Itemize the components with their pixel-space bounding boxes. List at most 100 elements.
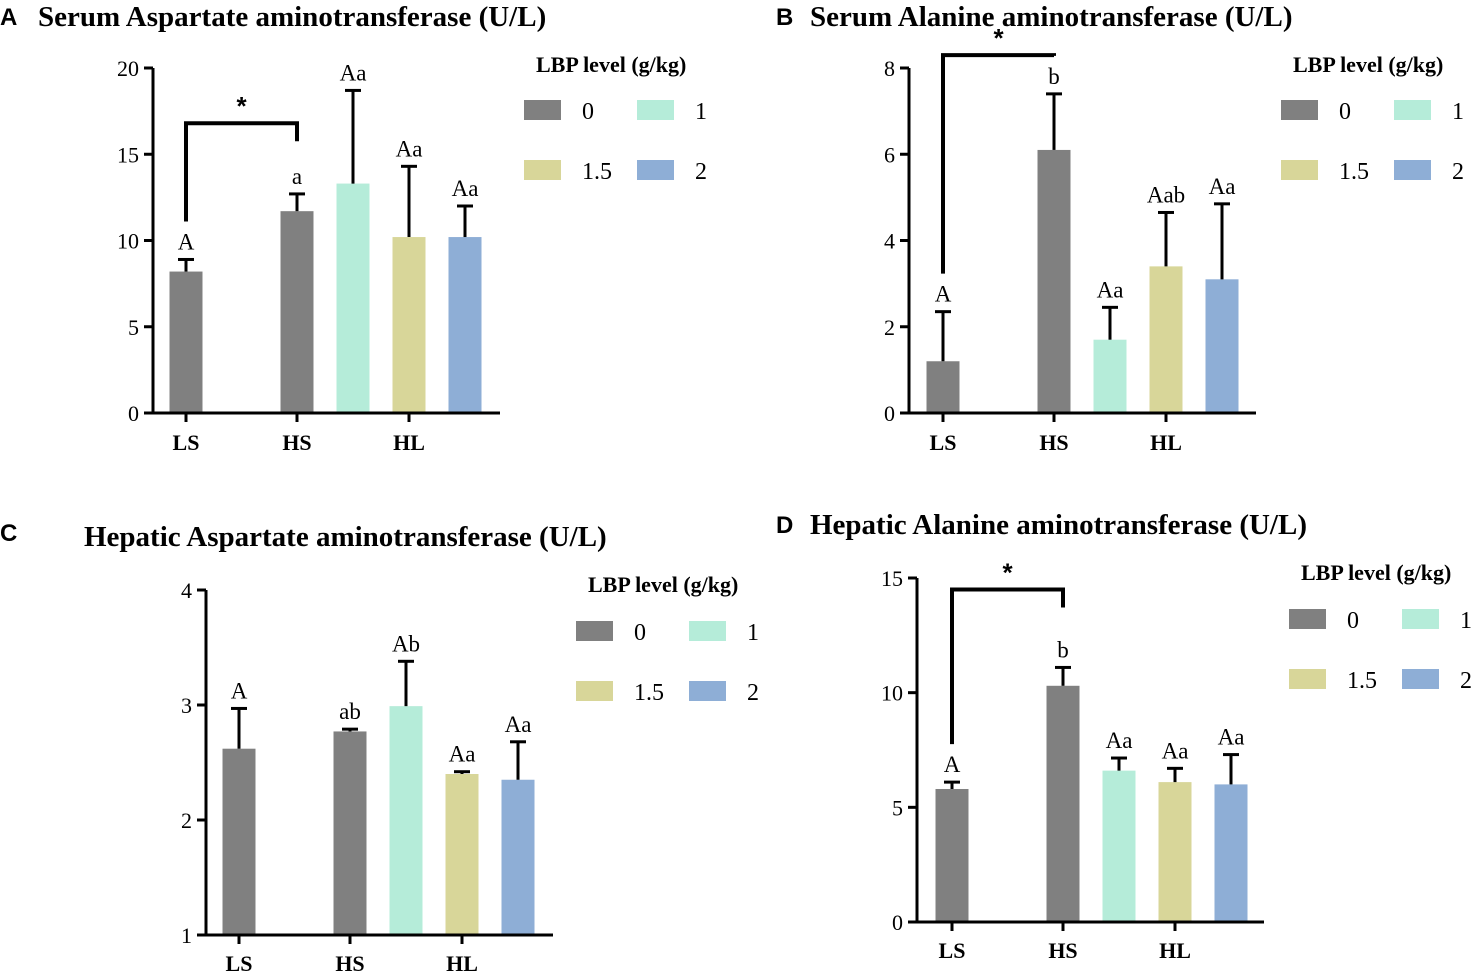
- bar-ls-level-0: [169, 271, 203, 413]
- bar-hl-level-1: [1093, 339, 1127, 413]
- y-tick-label: 10: [881, 681, 903, 706]
- legend-label: 2: [747, 680, 759, 706]
- chart-panel-d: D Hepatic Alanine aminotransferase (U/L) A…: [776, 509, 1472, 963]
- legend: LBP level (g/kg) 0 1 1.5 2: [1281, 52, 1464, 185]
- panel-letter: C: [0, 520, 17, 547]
- significance-letter: Aab: [1147, 182, 1185, 207]
- legend-label: 2: [1460, 668, 1472, 694]
- legend-title: LBP level (g/kg): [536, 52, 686, 77]
- y-tick-label: 15: [881, 566, 903, 591]
- x-tick-label: HS: [1048, 938, 1077, 963]
- x-tick-label: LS: [173, 430, 200, 455]
- y-tick-label: 5: [128, 315, 139, 340]
- bar-hl-level-2: [501, 779, 535, 935]
- bar-hs-level-0: [333, 731, 367, 935]
- legend-label: 1.5: [634, 680, 664, 706]
- legend-swatch-1: [637, 100, 674, 120]
- x-tick-label: LS: [226, 951, 253, 975]
- legend-swatch-2: [637, 160, 674, 180]
- legend: LBP level (g/kg) 0 1 1.5 2: [524, 52, 707, 185]
- bar-ls-level-0: [222, 748, 256, 935]
- chart-panel-a: A Serum Aspartate aminotransferase (U/L) A…: [0, 1, 707, 455]
- significance-bracket: [941, 53, 1056, 274]
- legend-label: 1.5: [582, 159, 612, 185]
- x-tick-label: HL: [393, 430, 425, 455]
- bar-ls-level-0: [935, 788, 969, 922]
- panel-letter: B: [776, 4, 793, 31]
- legend-swatch-2: [1394, 160, 1431, 180]
- legend-swatch-2: [689, 681, 726, 701]
- y-tick-label: 4: [884, 229, 895, 254]
- significance-letter: A: [944, 752, 961, 777]
- significance-letter: Aa: [1209, 174, 1236, 199]
- legend-label: 0: [582, 99, 594, 125]
- legend-swatch-1: [1402, 609, 1439, 629]
- legend-label: 1: [747, 620, 759, 646]
- y-tick-label: 0: [128, 401, 139, 426]
- y-tick-label: 2: [884, 315, 895, 340]
- x-tick-label: LS: [939, 938, 966, 963]
- bar-ls-level-0: [926, 361, 960, 413]
- y-tick-label: 1: [181, 923, 192, 948]
- significance-letter: A: [935, 282, 952, 307]
- x-tick-label: HS: [335, 951, 364, 975]
- legend-swatch-0: [576, 621, 613, 641]
- legend-label: 1: [1460, 608, 1472, 634]
- significance-letter: Aa: [1106, 728, 1133, 753]
- legend-swatch-1-5: [576, 681, 613, 701]
- y-tick-label: 8: [884, 56, 895, 81]
- bar-hl-level-1-5: [392, 237, 426, 413]
- x-tick-label: HL: [1150, 430, 1182, 455]
- y-tick-label: 3: [181, 693, 192, 718]
- significance-letter: b: [1048, 64, 1060, 89]
- legend-swatch-1-5: [524, 160, 561, 180]
- legend-title: LBP level (g/kg): [1301, 560, 1451, 585]
- significance-letter: Aa: [396, 136, 423, 161]
- chart-title: Hepatic Aspartate aminotransferase (U/L): [84, 521, 607, 553]
- chart-title: Serum Alanine aminotransferase (U/L): [810, 1, 1293, 33]
- legend-label: 1.5: [1347, 668, 1377, 694]
- chart-title: Hepatic Alanine aminotransferase (U/L): [810, 509, 1307, 541]
- legend-title: LBP level (g/kg): [588, 572, 738, 597]
- legend-swatch-0: [524, 100, 561, 120]
- panel-letter: D: [776, 512, 793, 539]
- significance-letter: Aa: [1218, 725, 1245, 750]
- bar-hl-level-1-5: [1149, 266, 1183, 413]
- significance-letter: Aa: [505, 712, 532, 737]
- legend-swatch-2: [1402, 669, 1439, 689]
- bar-hl-level-2: [448, 237, 482, 413]
- y-tick-label: 5: [892, 795, 903, 820]
- bar-hs-level-0: [280, 211, 314, 413]
- x-tick-label: HL: [446, 951, 478, 975]
- significance-bracket: [184, 121, 299, 222]
- y-tick-label: 15: [117, 142, 139, 167]
- x-tick-label: HS: [1039, 430, 1068, 455]
- significance-letter: Aa: [1162, 738, 1189, 763]
- y-tick-label: 20: [117, 56, 139, 81]
- y-tick-label: 2: [181, 808, 192, 833]
- bar-hl-level-2: [1214, 784, 1248, 922]
- legend-label: 0: [1347, 608, 1359, 634]
- x-tick-label: LS: [930, 430, 957, 455]
- x-tick-label: HS: [282, 430, 311, 455]
- y-tick-label: 10: [117, 229, 139, 254]
- legend-swatch-0: [1289, 609, 1326, 629]
- legend-swatch-0: [1281, 100, 1318, 120]
- legend-swatch-1: [1394, 100, 1431, 120]
- significance-letter: b: [1057, 637, 1069, 662]
- bar-hl-level-1-5: [445, 774, 479, 935]
- significance-bracket: [950, 587, 1065, 745]
- bar-hl-level-1: [1102, 770, 1136, 922]
- bar-hl-level-1: [336, 183, 370, 413]
- significance-letter: ab: [339, 699, 361, 724]
- y-tick-label: 0: [892, 910, 903, 935]
- legend-label: 1: [1452, 99, 1464, 125]
- significance-star: *: [1002, 557, 1013, 587]
- bar-hs-level-0: [1037, 149, 1071, 413]
- significance-letter: A: [231, 678, 248, 703]
- legend-swatch-1-5: [1281, 160, 1318, 180]
- legend-label: 0: [634, 620, 646, 646]
- significance-letter: Aa: [449, 742, 476, 767]
- legend-label: 1.5: [1339, 159, 1369, 185]
